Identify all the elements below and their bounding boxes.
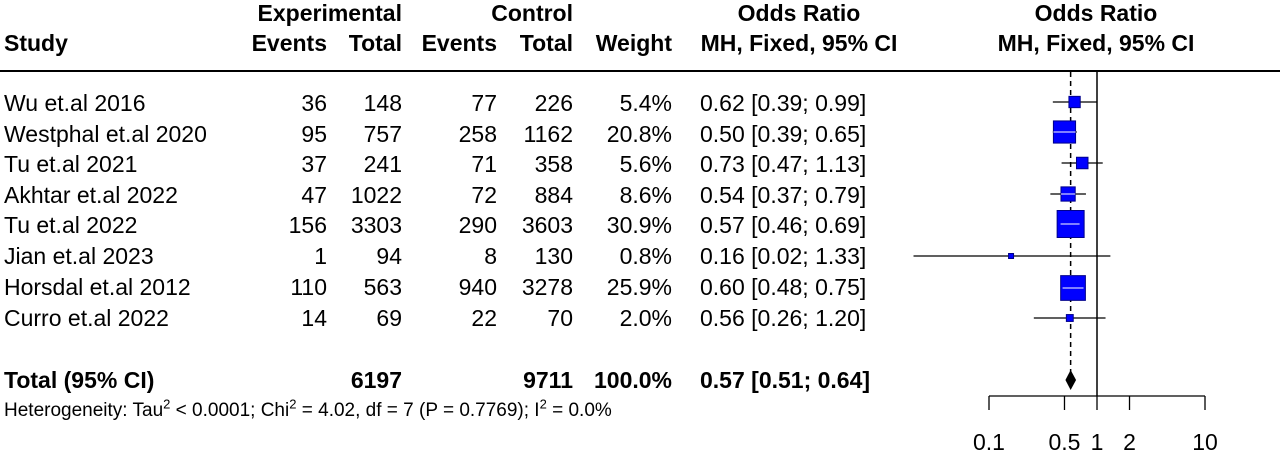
- ci-text: 0.60 [0.48; 0.75]: [700, 274, 867, 300]
- ctl-total: 3603: [521, 212, 573, 238]
- x-tick-label: 0.5: [1048, 429, 1080, 451]
- study-box: [1065, 314, 1074, 322]
- ctl-total: 70: [547, 305, 573, 331]
- x-tick-label: 0.1: [973, 429, 1005, 451]
- weight: 25.9%: [606, 274, 672, 300]
- weight: 5.4%: [619, 90, 672, 116]
- het-sup-3: 2: [539, 396, 547, 412]
- exp-events: 110: [290, 274, 327, 300]
- ctl-events: 71: [471, 151, 497, 177]
- exp-total-header: Total: [348, 30, 402, 56]
- odds-ratio-header: Odds Ratio: [737, 0, 861, 26]
- exp-events: 47: [301, 182, 327, 208]
- ctl-events: 258: [458, 121, 497, 147]
- study-box: [1075, 156, 1089, 170]
- total-weight: 100.0%: [593, 367, 672, 393]
- total-label: Total (95% CI): [4, 367, 155, 393]
- ctl-total: 884: [534, 182, 573, 208]
- exp-events: 14: [301, 305, 327, 331]
- het-sup-1: 2: [163, 396, 171, 412]
- x-tick-label: 2: [1123, 429, 1136, 451]
- ci-text: 0.57 [0.46; 0.69]: [700, 212, 867, 238]
- exp-events: 95: [301, 121, 327, 147]
- ctl-grand-total: 9711: [523, 367, 573, 393]
- weight: 0.8%: [619, 243, 672, 269]
- ctl-total: 358: [534, 151, 573, 177]
- ci-text: 0.54 [0.37; 0.79]: [700, 182, 867, 208]
- het-part-1: Heterogeneity: Tau: [4, 400, 164, 421]
- study-box: [1008, 253, 1015, 259]
- ctl-events: 8: [484, 243, 497, 269]
- study-name: Tu et.al 2022: [4, 212, 138, 238]
- ctl-events: 72: [471, 182, 497, 208]
- exp-events-header: Events: [251, 30, 327, 56]
- ctl-events-header: Events: [421, 30, 497, 56]
- control-header: Control: [491, 0, 573, 26]
- study-box: [1068, 95, 1081, 109]
- odds-ratio-subheader: MH, Fixed, 95% CI: [700, 30, 898, 56]
- ctl-total: 130: [534, 243, 573, 269]
- exp-total: 1022: [350, 182, 402, 208]
- study-name: Horsdal et.al 2012: [4, 274, 191, 300]
- exp-total: 3303: [350, 212, 402, 238]
- header-rule: [0, 70, 1280, 72]
- exp-events: 1: [314, 243, 327, 269]
- exp-events: 37: [301, 151, 327, 177]
- exp-total: 69: [376, 305, 402, 331]
- study-name: Akhtar et.al 2022: [4, 182, 178, 208]
- ci-text: 0.62 [0.39; 0.99]: [700, 90, 867, 116]
- study-name: Tu et.al 2021: [4, 151, 138, 177]
- ctl-events: 77: [471, 90, 497, 116]
- heterogeneity-text: Heterogeneity: Tau2 < 0.0001; Chi2 = 4.0…: [4, 396, 612, 422]
- study-name: Curro et.al 2022: [4, 305, 169, 331]
- experimental-header: Experimental: [257, 0, 402, 26]
- ctl-events: 290: [458, 212, 497, 238]
- het-part-4: = 0.0%: [546, 400, 612, 421]
- weight: 5.6%: [619, 151, 672, 177]
- weight-header: Weight: [595, 30, 672, 56]
- het-part-2: < 0.0001; Chi: [170, 400, 290, 421]
- study-name: Jian et.al 2023: [4, 243, 154, 269]
- weight: 30.9%: [606, 212, 672, 238]
- het-sup-2: 2: [289, 396, 297, 412]
- exp-events: 156: [288, 212, 327, 238]
- weight: 2.0%: [619, 305, 672, 331]
- exp-grand-total: 6197: [350, 367, 402, 393]
- weight: 8.6%: [619, 182, 672, 208]
- exp-events: 36: [301, 90, 327, 116]
- study-column-header: Study: [4, 30, 68, 56]
- exp-total: 241: [363, 151, 402, 177]
- ctl-events: 22: [471, 305, 497, 331]
- pooled-diamond: [1065, 370, 1077, 390]
- het-part-3: = 4.02, df = 7 (P = 0.7769); I: [296, 400, 540, 421]
- x-tick-label: 10: [1192, 429, 1218, 451]
- exp-total: 94: [376, 243, 402, 269]
- ctl-total: 226: [534, 90, 573, 116]
- exp-total: 563: [363, 274, 402, 300]
- ctl-total: 1162: [523, 121, 573, 147]
- ctl-total: 3278: [521, 274, 573, 300]
- plot-header: Odds Ratio: [1034, 0, 1158, 26]
- study-name: Westphal et.al 2020: [4, 121, 207, 147]
- weight: 20.8%: [606, 121, 672, 147]
- x-tick-label: 1: [1091, 429, 1104, 451]
- ci-text: 0.56 [0.26; 1.20]: [700, 305, 867, 331]
- ctl-total-header: Total: [519, 30, 573, 56]
- exp-total: 757: [363, 121, 402, 147]
- study-name: Wu et.al 2016: [4, 90, 146, 116]
- exp-total: 148: [363, 90, 402, 116]
- plot-subheader: MH, Fixed, 95% CI: [997, 30, 1195, 56]
- ci-text: 0.16 [0.02; 1.33]: [700, 243, 867, 269]
- ci-text: 0.73 [0.47; 1.13]: [700, 151, 867, 177]
- total-ci-text: 0.57 [0.51; 0.64]: [700, 367, 871, 393]
- ctl-events: 940: [458, 274, 497, 300]
- ci-text: 0.50 [0.39; 0.65]: [700, 121, 867, 147]
